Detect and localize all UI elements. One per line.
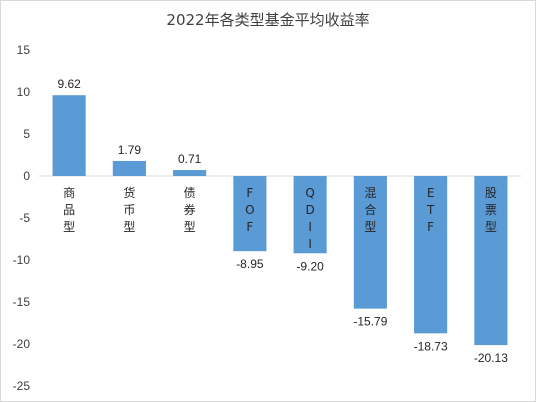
- y-tick-label: 15: [17, 43, 31, 57]
- y-tick-label: -15: [13, 295, 31, 309]
- y-axis: 15 10 5 0 -5 -10 -15 -20 -25: [13, 43, 31, 393]
- y-tick-label: -20: [13, 337, 31, 351]
- data-label: -18.73: [414, 339, 448, 353]
- y-tick-label: 10: [17, 85, 31, 99]
- data-label: 1.79: [118, 143, 142, 157]
- y-tick-label: 0: [23, 169, 30, 183]
- y-tick-label: -10: [13, 253, 31, 267]
- data-label: 0.71: [178, 152, 202, 166]
- bar: [173, 170, 207, 176]
- data-labels: 9.62 1.79 0.71 -8.95 -9.20 -15.79 -18.73 -20.13: [57, 77, 508, 365]
- bar: [353, 176, 387, 309]
- data-label: -9.20: [296, 259, 324, 273]
- category-label: 货币型: [123, 185, 135, 234]
- bar: [233, 176, 267, 252]
- y-tick-label: 5: [23, 127, 30, 141]
- bar: [52, 95, 86, 176]
- data-label: -15.79: [353, 315, 387, 329]
- data-label: 9.62: [57, 77, 81, 91]
- data-label: -8.95: [236, 257, 264, 271]
- bar: [474, 176, 508, 346]
- y-tick-label: -5: [19, 211, 30, 225]
- chart-title: 2022年各类型基金平均收益率: [166, 11, 369, 29]
- category-label: 商品型: [63, 185, 75, 234]
- bar: [112, 160, 146, 176]
- bar: [414, 176, 448, 334]
- y-tick-label: -25: [13, 379, 31, 393]
- bar: [293, 176, 327, 254]
- category-labels: 商品型 货币型 债券型 F O F Q D I I 混合型 E T F 股票型: [63, 185, 497, 251]
- bar-series: [52, 95, 508, 346]
- category-label: 债券型: [184, 186, 196, 234]
- category-label: 股票型: [485, 186, 497, 234]
- data-label: -20.13: [474, 351, 508, 365]
- category-label: 混合型: [364, 186, 376, 234]
